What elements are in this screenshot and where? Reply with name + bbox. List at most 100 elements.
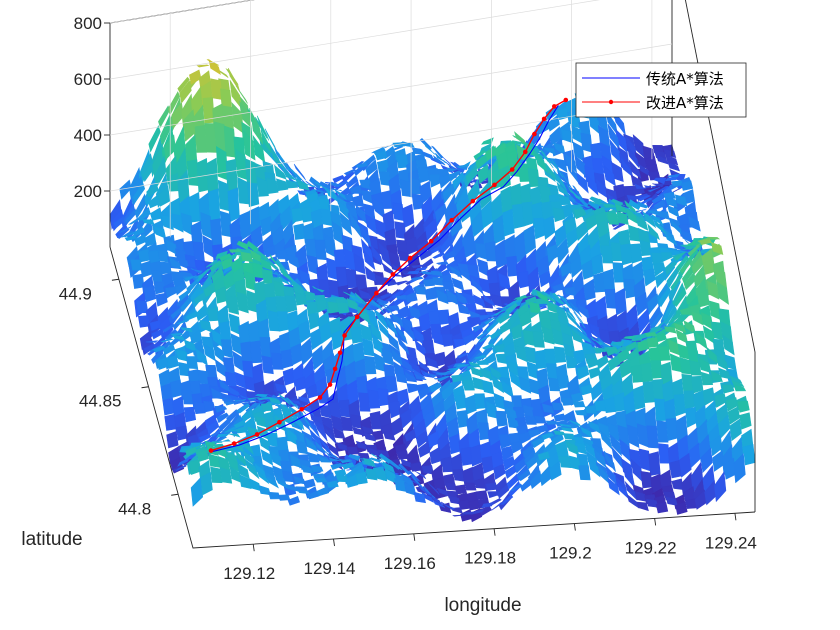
surface-facet xyxy=(401,203,415,229)
surface-facet xyxy=(547,114,560,132)
surface-facet xyxy=(624,200,637,213)
improved-astar-point xyxy=(449,217,455,223)
surface-facet xyxy=(405,291,418,303)
surface-facet xyxy=(463,235,476,258)
surface-facet xyxy=(330,463,343,470)
surface-facet xyxy=(453,338,466,348)
surface-facet xyxy=(294,292,307,306)
surface-facet xyxy=(502,208,515,237)
surface-facet xyxy=(574,154,587,178)
surface-facet xyxy=(674,251,687,262)
surface-facet xyxy=(266,475,279,489)
surface-facet xyxy=(497,484,510,499)
surface-facet xyxy=(718,414,731,440)
surface-facet xyxy=(387,305,401,312)
y-tick-mark xyxy=(171,493,179,496)
surface-facet xyxy=(555,158,568,173)
surface-facet xyxy=(434,351,447,367)
surface-facet xyxy=(400,408,413,429)
surface-facet xyxy=(491,502,504,511)
surface-facet xyxy=(170,379,183,398)
surface-facet xyxy=(334,189,347,201)
surface-facet xyxy=(691,254,704,276)
surface-facet xyxy=(680,258,693,275)
surface-facet xyxy=(595,178,609,199)
surface-facet xyxy=(421,465,434,475)
surface-facet xyxy=(385,316,398,337)
surface-facet xyxy=(227,455,241,473)
surface-facet xyxy=(395,294,408,300)
y-tick-label: 44.8 xyxy=(118,499,151,518)
surface-facet xyxy=(688,442,702,469)
surface-facet xyxy=(198,433,212,443)
surface-facet xyxy=(136,300,149,314)
surface-facet xyxy=(591,201,604,205)
surface-facet xyxy=(651,193,665,204)
surface-facet xyxy=(411,193,424,210)
surface-facet xyxy=(252,262,265,279)
surface-facet xyxy=(553,430,566,436)
surface-facet xyxy=(260,449,274,466)
surface-facet xyxy=(375,311,389,330)
surface-facet xyxy=(151,328,164,340)
surface-facet xyxy=(546,243,560,263)
surface-facet xyxy=(456,410,469,428)
surface-facet xyxy=(400,357,414,373)
improved-astar-point xyxy=(523,149,528,155)
surface-facet xyxy=(569,302,582,318)
surface-facet xyxy=(662,299,675,322)
surface-facet xyxy=(658,443,671,464)
surface-facet xyxy=(528,429,541,438)
surface-facet xyxy=(679,357,692,375)
surface-facet xyxy=(254,416,268,428)
surface-facet xyxy=(519,309,532,328)
surface-facet xyxy=(430,270,443,277)
surface-facet xyxy=(556,237,569,265)
x-tick-mark xyxy=(654,518,657,526)
surface-facet xyxy=(442,183,455,204)
surface-facet xyxy=(725,397,739,412)
surface-facet xyxy=(486,320,499,333)
surface-facet xyxy=(702,325,716,345)
surface-facet xyxy=(476,359,489,365)
surface-facet xyxy=(520,476,533,492)
surface-facet xyxy=(549,460,562,481)
surface-facet xyxy=(306,255,319,275)
surface-facet xyxy=(664,260,677,276)
surface-facet xyxy=(663,191,676,200)
surface-facet xyxy=(417,167,430,184)
surface-facet xyxy=(459,267,472,283)
surface-facet xyxy=(219,253,232,262)
surface-facet xyxy=(266,432,279,447)
surface-facet xyxy=(635,292,648,317)
surface-facet xyxy=(553,346,567,363)
surface-facet xyxy=(132,227,145,237)
surface-facet xyxy=(195,303,209,322)
surface-facet xyxy=(447,367,461,370)
surface-facet xyxy=(514,456,527,474)
surface-facet xyxy=(382,461,396,474)
surface-facet xyxy=(493,463,506,480)
surface-facet xyxy=(587,457,601,478)
surface-facet xyxy=(261,355,274,375)
surface-facet xyxy=(274,383,288,394)
surface-facet xyxy=(405,236,419,255)
surface-facet xyxy=(611,341,625,347)
surface-facet xyxy=(658,286,672,308)
surface-facet xyxy=(190,267,203,274)
terrain-surface xyxy=(109,58,756,523)
surface-facet xyxy=(706,280,720,300)
surface-facet xyxy=(468,310,482,318)
surface-facet xyxy=(237,463,250,480)
surface-facet xyxy=(499,319,512,334)
surface-facet xyxy=(353,252,366,275)
surface-facet xyxy=(487,491,500,499)
surface-facet xyxy=(577,304,590,321)
surface-facet xyxy=(427,430,440,448)
surface-facet xyxy=(495,353,508,365)
surface-facet xyxy=(304,290,317,301)
surface-facet xyxy=(710,242,724,255)
surface-facet xyxy=(433,398,446,420)
surface-facet xyxy=(275,477,289,489)
surface-facet xyxy=(485,400,499,419)
